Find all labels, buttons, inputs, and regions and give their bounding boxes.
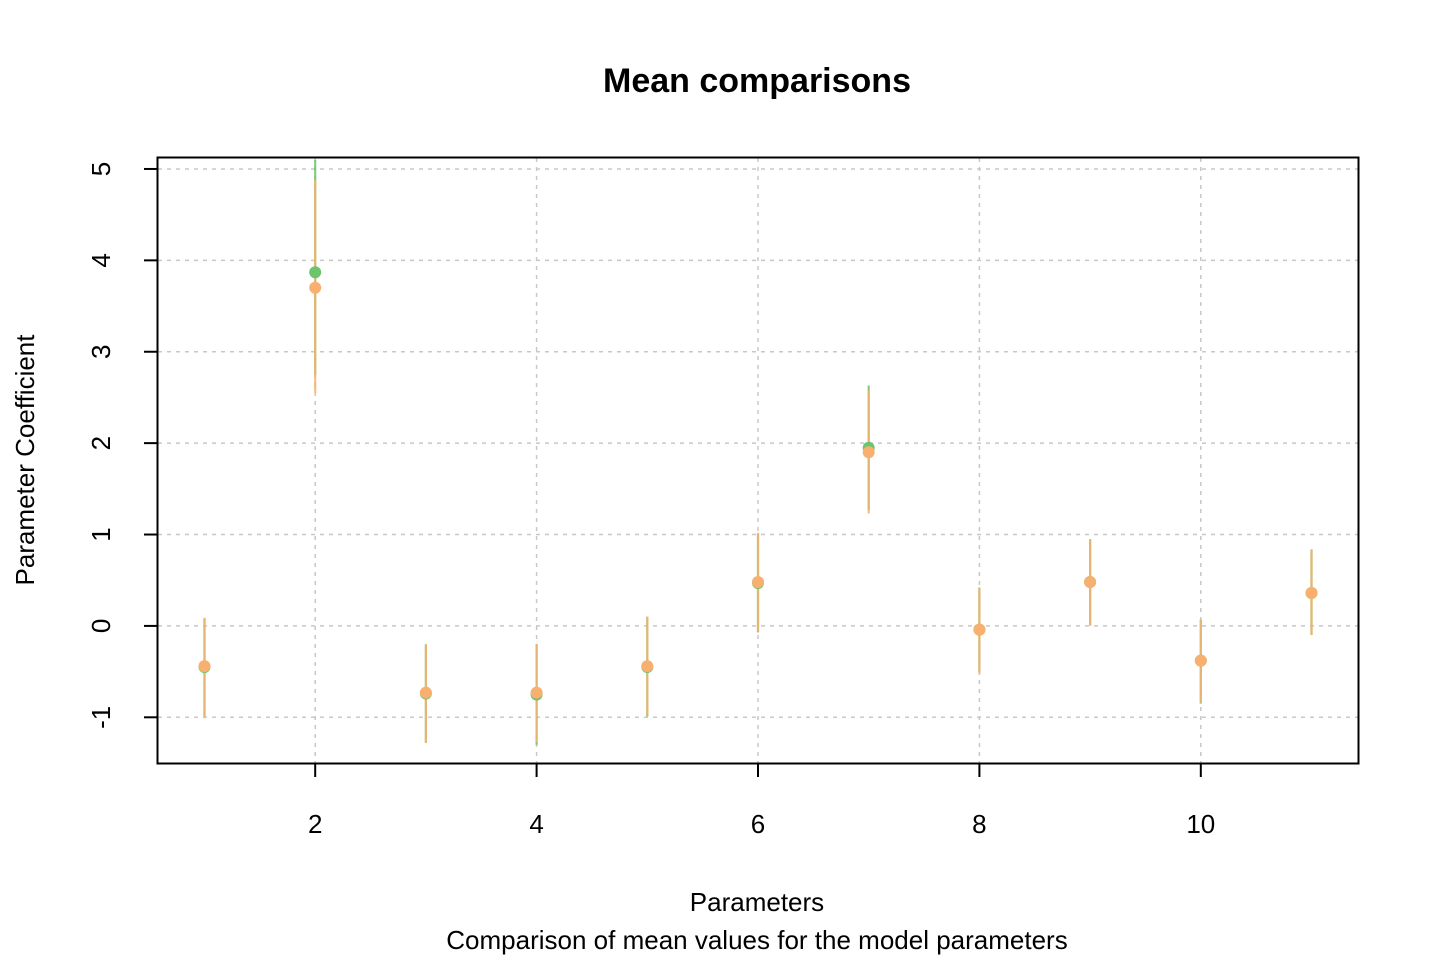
data-point	[641, 660, 654, 673]
data-point	[973, 623, 986, 636]
x-tick-label: 2	[308, 809, 322, 839]
y-tick-label: 1	[86, 527, 116, 541]
data-point	[862, 446, 875, 459]
data-point	[1084, 576, 1097, 589]
data-point	[419, 686, 432, 699]
y-tick-label: 3	[86, 345, 116, 359]
x-tick-label: 10	[1186, 809, 1215, 839]
y-tick-label: 2	[86, 436, 116, 450]
y-axis-label: Parameter Coefficient	[10, 334, 40, 586]
data-points	[198, 266, 1318, 701]
data-point	[309, 281, 322, 294]
x-tick-label: 8	[972, 809, 986, 839]
data-point	[1194, 654, 1207, 667]
data-point	[752, 576, 764, 589]
x-tick-label: 4	[529, 809, 543, 839]
y-tick-label: 0	[86, 619, 116, 633]
data-point	[198, 660, 211, 673]
y-tick-label: -1	[86, 706, 116, 729]
y-tick-label: 5	[86, 162, 116, 176]
x-axis: 2 4 6 8 10	[308, 763, 1215, 839]
y-tick-label: 4	[86, 253, 116, 267]
x-tick-label: 6	[751, 809, 765, 839]
data-point	[1305, 587, 1318, 600]
chart-title: Mean comparisons	[603, 62, 911, 100]
data-point	[309, 266, 322, 279]
x-axis-label: Parameters	[690, 887, 824, 917]
data-point	[530, 686, 543, 699]
chart-subtitle: Comparison of mean values for the model …	[446, 925, 1067, 955]
y-axis: -1 0 1 2 3 4 5	[86, 162, 158, 729]
